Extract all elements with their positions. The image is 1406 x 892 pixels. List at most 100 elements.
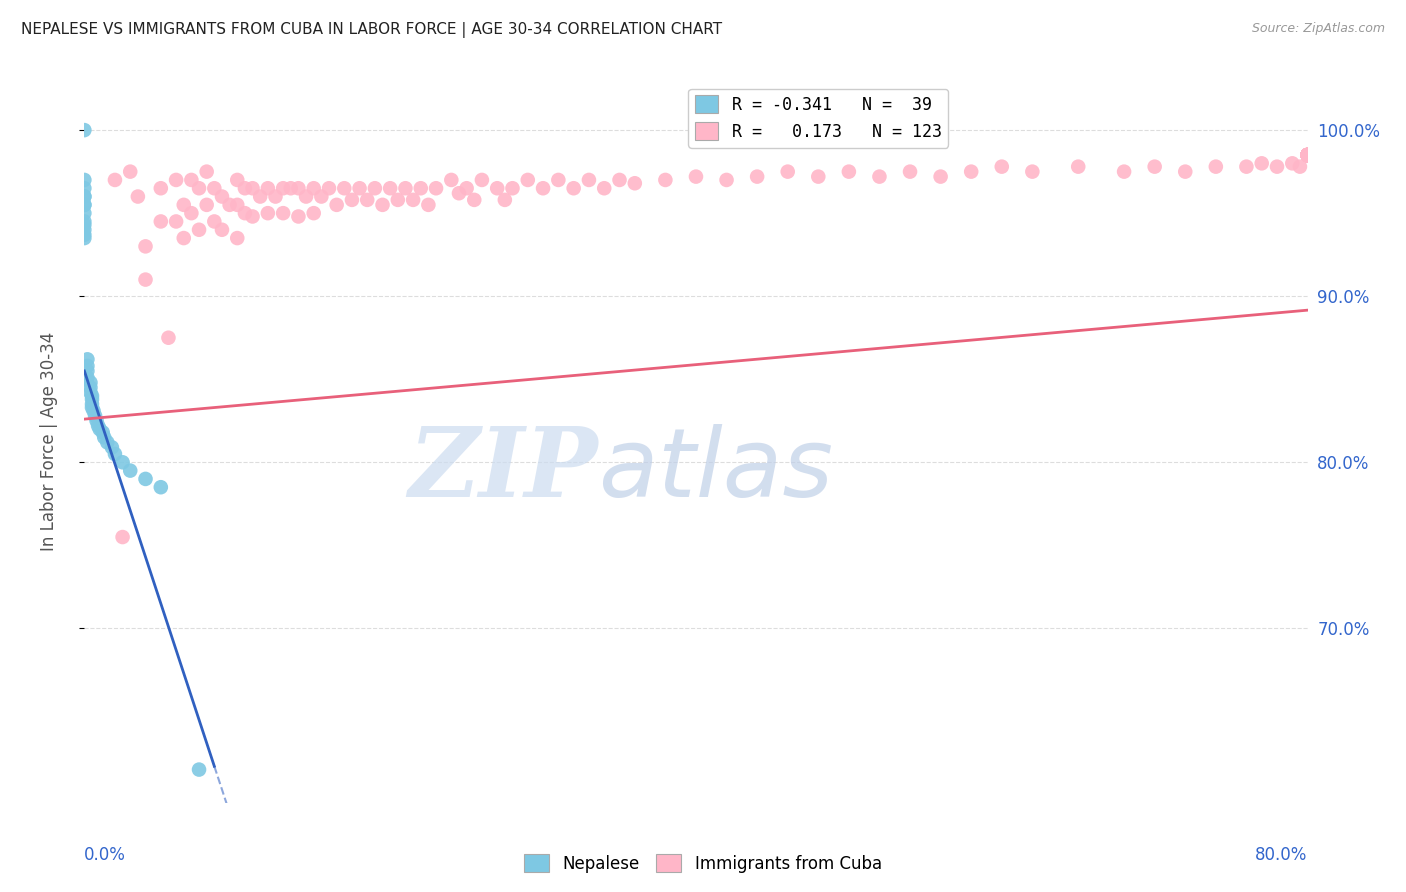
Point bbox=[73, 123, 96, 137]
Point bbox=[547, 173, 569, 187]
Point bbox=[311, 189, 333, 203]
Point bbox=[1296, 148, 1319, 162]
Point bbox=[333, 181, 356, 195]
Point bbox=[578, 173, 600, 187]
Point bbox=[120, 164, 142, 178]
Point bbox=[73, 231, 96, 245]
Point bbox=[165, 214, 187, 228]
Point bbox=[1296, 148, 1319, 162]
Point bbox=[1296, 148, 1319, 162]
Point bbox=[776, 164, 799, 178]
Point bbox=[73, 198, 96, 212]
Point bbox=[463, 193, 485, 207]
Point bbox=[135, 239, 157, 253]
Point bbox=[447, 186, 470, 201]
Point bbox=[609, 173, 631, 187]
Point bbox=[91, 425, 114, 440]
Point bbox=[89, 422, 111, 436]
Point bbox=[898, 164, 921, 178]
Point bbox=[716, 173, 738, 187]
Point bbox=[456, 181, 478, 195]
Point bbox=[1296, 148, 1319, 162]
Point bbox=[226, 173, 249, 187]
Point bbox=[380, 181, 402, 195]
Point bbox=[80, 392, 103, 407]
Point bbox=[188, 181, 211, 195]
Point bbox=[1296, 148, 1319, 162]
Point bbox=[80, 397, 103, 411]
Point bbox=[73, 173, 96, 187]
Text: 0.0%: 0.0% bbox=[84, 847, 127, 864]
Text: Source: ZipAtlas.com: Source: ZipAtlas.com bbox=[1251, 22, 1385, 36]
Point bbox=[111, 530, 134, 544]
Point bbox=[1296, 148, 1319, 162]
Y-axis label: In Labor Force | Age 30-34: In Labor Force | Age 30-34 bbox=[39, 332, 58, 551]
Point bbox=[349, 181, 371, 195]
Text: atlas: atlas bbox=[598, 424, 834, 517]
Point bbox=[80, 401, 103, 415]
Point bbox=[1114, 164, 1136, 178]
Point bbox=[1265, 160, 1288, 174]
Point bbox=[73, 227, 96, 242]
Point bbox=[149, 480, 172, 494]
Point bbox=[79, 380, 101, 394]
Point bbox=[516, 173, 538, 187]
Point bbox=[685, 169, 707, 184]
Point bbox=[807, 169, 830, 184]
Point bbox=[73, 214, 96, 228]
Point bbox=[624, 176, 647, 190]
Point bbox=[111, 455, 134, 469]
Point bbox=[180, 206, 202, 220]
Point bbox=[271, 206, 294, 220]
Point bbox=[180, 173, 202, 187]
Point bbox=[486, 181, 509, 195]
Point bbox=[188, 763, 211, 777]
Legend: Nepalese, Immigrants from Cuba: Nepalese, Immigrants from Cuba bbox=[517, 847, 889, 880]
Point bbox=[173, 198, 195, 212]
Point bbox=[195, 198, 218, 212]
Point bbox=[202, 181, 225, 195]
Text: ZIP: ZIP bbox=[409, 424, 598, 517]
Point bbox=[73, 189, 96, 203]
Point bbox=[76, 352, 98, 367]
Point bbox=[960, 164, 983, 178]
Point bbox=[84, 409, 107, 423]
Point bbox=[364, 181, 387, 195]
Point bbox=[76, 359, 98, 373]
Point bbox=[302, 181, 325, 195]
Point bbox=[76, 364, 98, 378]
Point bbox=[242, 181, 264, 195]
Point bbox=[1174, 164, 1197, 178]
Point bbox=[249, 189, 271, 203]
Point bbox=[838, 164, 860, 178]
Point bbox=[104, 173, 127, 187]
Point bbox=[418, 198, 440, 212]
Point bbox=[1296, 148, 1319, 162]
Point bbox=[79, 376, 101, 390]
Point bbox=[1296, 148, 1319, 162]
Point bbox=[242, 210, 264, 224]
Point bbox=[593, 181, 616, 195]
Point bbox=[302, 206, 325, 220]
Point bbox=[1296, 148, 1319, 162]
Point bbox=[654, 173, 676, 187]
Point bbox=[257, 206, 280, 220]
Text: 80.0%: 80.0% bbox=[1256, 847, 1308, 864]
Point bbox=[86, 414, 108, 428]
Point bbox=[991, 160, 1014, 174]
Point bbox=[93, 430, 115, 444]
Point bbox=[869, 169, 891, 184]
Point bbox=[96, 435, 118, 450]
Point bbox=[1296, 148, 1319, 162]
Point bbox=[371, 198, 394, 212]
Point bbox=[1289, 160, 1312, 174]
Point bbox=[233, 206, 256, 220]
Point bbox=[135, 272, 157, 286]
Point bbox=[149, 214, 172, 228]
Point bbox=[287, 210, 309, 224]
Point bbox=[80, 389, 103, 403]
Point bbox=[409, 181, 432, 195]
Point bbox=[271, 181, 294, 195]
Point bbox=[211, 189, 233, 203]
Point bbox=[1296, 148, 1319, 162]
